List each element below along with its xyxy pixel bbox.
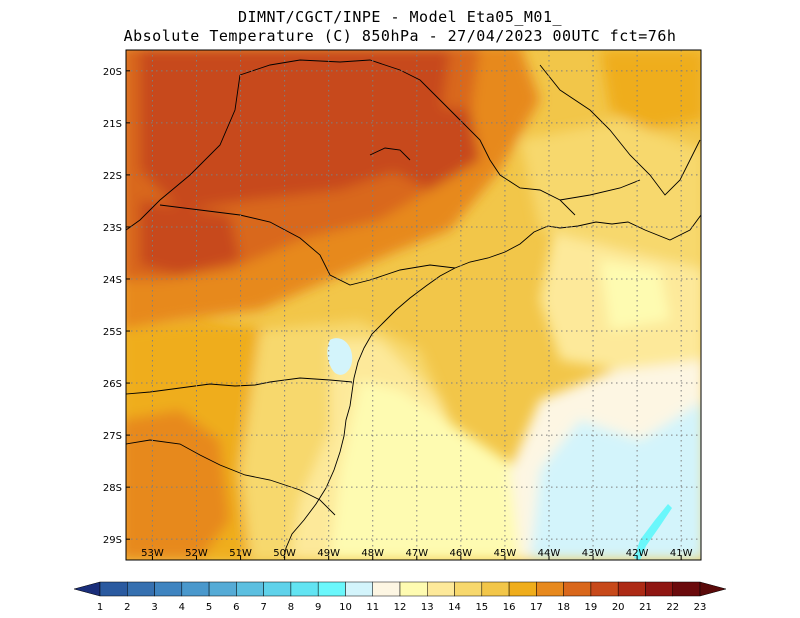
colorbar-label: 17 — [530, 602, 543, 613]
colorbar-swatch — [617, 581, 646, 597]
colorbar-label: 11 — [366, 602, 379, 613]
lat-tick-label: 29S — [103, 535, 122, 546]
colorbar-label: 15 — [475, 602, 488, 613]
lon-tick-label: 51W — [229, 548, 252, 559]
lon-tick-label: 52W — [185, 548, 208, 559]
latitude-labels: 20S 21S 22S 23S 24S 25S 26S 27S 28S 29S — [103, 67, 130, 546]
colorbar-swatch — [481, 581, 510, 597]
colorbar-swatch — [536, 581, 564, 597]
lat-tick-label: 22S — [103, 171, 122, 182]
colorbar-swatch — [99, 581, 128, 597]
lon-tick-label: 46W — [450, 548, 473, 559]
lat-tick-label: 26S — [103, 379, 122, 390]
lon-tick-label: 41W — [670, 548, 693, 559]
colorbar-label: 2 — [124, 602, 130, 613]
colorbar-swatch — [317, 581, 346, 597]
lat-tick-label: 25S — [103, 327, 122, 338]
colorbar-label: 21 — [639, 602, 652, 613]
temperature-field — [126, 50, 701, 560]
colorbar-label: 22 — [666, 602, 679, 613]
lat-tick-label: 27S — [103, 431, 122, 442]
colorbar-right-arrow — [699, 581, 727, 597]
field-15-e — [520, 120, 701, 270]
colorbar-left-arrow — [73, 581, 101, 597]
lon-tick-label: 53W — [141, 548, 164, 559]
colorbar-swatch — [563, 581, 592, 597]
colorbar-label: 5 — [206, 602, 212, 613]
field-19c — [380, 100, 480, 190]
state-border-pr-sc — [126, 377, 353, 395]
colorbar-label: 23 — [694, 602, 707, 613]
state-border-mg-rj — [559, 179, 641, 201]
field-17-s — [126, 410, 230, 560]
colorbar-label: 1 — [97, 602, 103, 613]
colorbar-swatch — [454, 581, 483, 597]
colorbar-label: 4 — [179, 602, 185, 613]
field-19b — [140, 200, 240, 275]
state-border-mg-sp — [239, 59, 576, 216]
colorbar-label: 7 — [260, 602, 266, 613]
colorbar-label: 13 — [421, 602, 434, 613]
lon-tick-label: 47W — [405, 548, 428, 559]
colorbar-label: 10 — [339, 602, 352, 613]
lon-tick-label: 44W — [538, 548, 561, 559]
colorbar-label: 20 — [612, 602, 625, 613]
colorbar-swatch — [208, 581, 237, 597]
lat-tick-label: 24S — [103, 275, 122, 286]
lat-tick-label: 23S — [103, 223, 122, 234]
field-13-e — [600, 260, 670, 330]
state-border-mg-es — [539, 64, 701, 196]
colorbar-swatch — [645, 581, 673, 597]
colorbar-swatch — [508, 581, 537, 597]
colorbar-swatch — [290, 581, 319, 597]
plot-frame — [125, 49, 702, 561]
lon-tick-label: 43W — [582, 548, 605, 559]
colorbar-label: 19 — [585, 602, 598, 613]
colorbar-swatch — [672, 581, 701, 597]
colorbar-label: 6 — [233, 602, 239, 613]
colorbar-swatch — [263, 581, 292, 597]
field-13 — [330, 380, 560, 560]
colorbar-label: 12 — [394, 602, 407, 613]
chart-subtitle: Absolute Temperature (C) 850hPa - 27/04/… — [123, 27, 677, 45]
colorbar-label: 8 — [288, 602, 294, 613]
colorbar-swatch — [590, 581, 619, 597]
lon-tick-label: 50W — [273, 548, 296, 559]
field-16-ne — [600, 50, 701, 130]
inland-river — [369, 147, 411, 161]
colorbar-swatch — [345, 581, 373, 597]
state-border-sp-pr — [159, 204, 456, 286]
colorbar-swatch — [154, 581, 183, 597]
lon-tick-label: 42W — [626, 548, 649, 559]
longitude-labels: 53W 52W 51W 50W 49W 48W 47W 46W 45W 44W 43W 42W 41W — [141, 548, 693, 560]
colorbar: 1 2 3 4 5 6 7 8 9 10 11 12 13 14 15 16 17 18 19 20 21 22 23 — [73, 581, 727, 613]
colorbar-swatch — [127, 581, 155, 597]
lon-tick-label: 49W — [317, 548, 340, 559]
colorbar-label: 14 — [448, 602, 461, 613]
field-11-spot — [327, 338, 353, 375]
dotted-grid — [126, 50, 701, 560]
colorbar-swatch — [236, 581, 264, 597]
colorbar-label: 9 — [315, 602, 321, 613]
chart-title: DIMNT/CGCT/INPE - Model Eta05_M01_ — [237, 8, 563, 26]
lat-tick-label: 20S — [103, 67, 122, 78]
state-border-ms-sp — [126, 74, 241, 231]
lon-tick-label: 48W — [361, 548, 384, 559]
colorbar-swatch — [181, 581, 210, 597]
coastlines-and-borders — [126, 59, 701, 559]
field-10-stripe — [634, 504, 672, 560]
colorbar-swatch — [427, 581, 455, 597]
colorbar-label: 18 — [557, 602, 570, 613]
lat-tick-label: 21S — [103, 119, 122, 130]
lat-tick-label: 28S — [103, 483, 122, 494]
coastline — [283, 214, 701, 559]
state-border-sc-rs — [126, 439, 336, 516]
colorbar-label: 16 — [503, 602, 516, 613]
colorbar-label: 3 — [151, 602, 157, 613]
lon-tick-label: 45W — [494, 548, 517, 559]
colorbar-swatch — [399, 581, 428, 597]
colorbar-swatch — [372, 581, 401, 597]
